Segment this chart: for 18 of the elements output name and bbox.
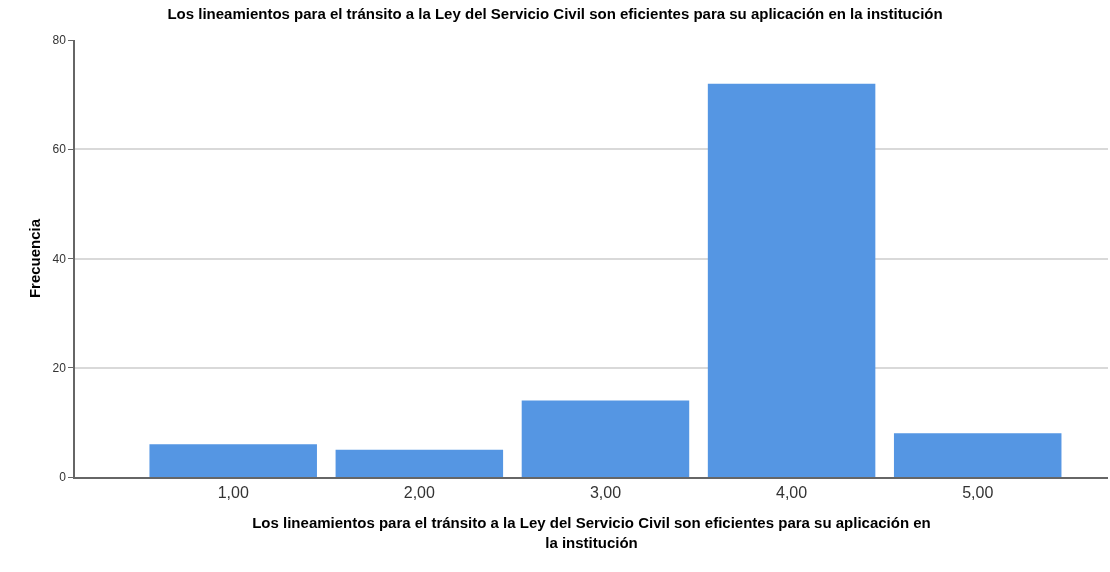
- y-tick-label: 20: [52, 360, 67, 375]
- y-axis-title: Frecuencia: [26, 218, 44, 299]
- x-tick-label: 1,00: [217, 483, 249, 501]
- bar: [521, 400, 690, 477]
- bar: [149, 444, 317, 477]
- y-tick-label: 40: [52, 251, 67, 266]
- x-tick-label: 5,00: [962, 483, 994, 501]
- bar: [707, 83, 876, 477]
- chart-title: Los lineamientos para el tránsito a la Ley del Servicio Civil son eficientes para su aplicación en la institución: [167, 5, 943, 23]
- y-tick-label: 60: [52, 142, 67, 157]
- y-tick-label: 0: [59, 470, 67, 485]
- bar: [335, 449, 504, 477]
- x-tick-label: 3,00: [589, 483, 622, 501]
- bar: [893, 433, 1062, 477]
- x-tick-label: 4,00: [776, 483, 808, 501]
- x-axis-title: Los lineamientos para el tránsito a la Ley del Servicio Civil son eficientes para su aplicación en la institución: [252, 514, 931, 551]
- y-tick-label: 80: [52, 33, 67, 48]
- x-tick-label: 2,00: [403, 483, 435, 501]
